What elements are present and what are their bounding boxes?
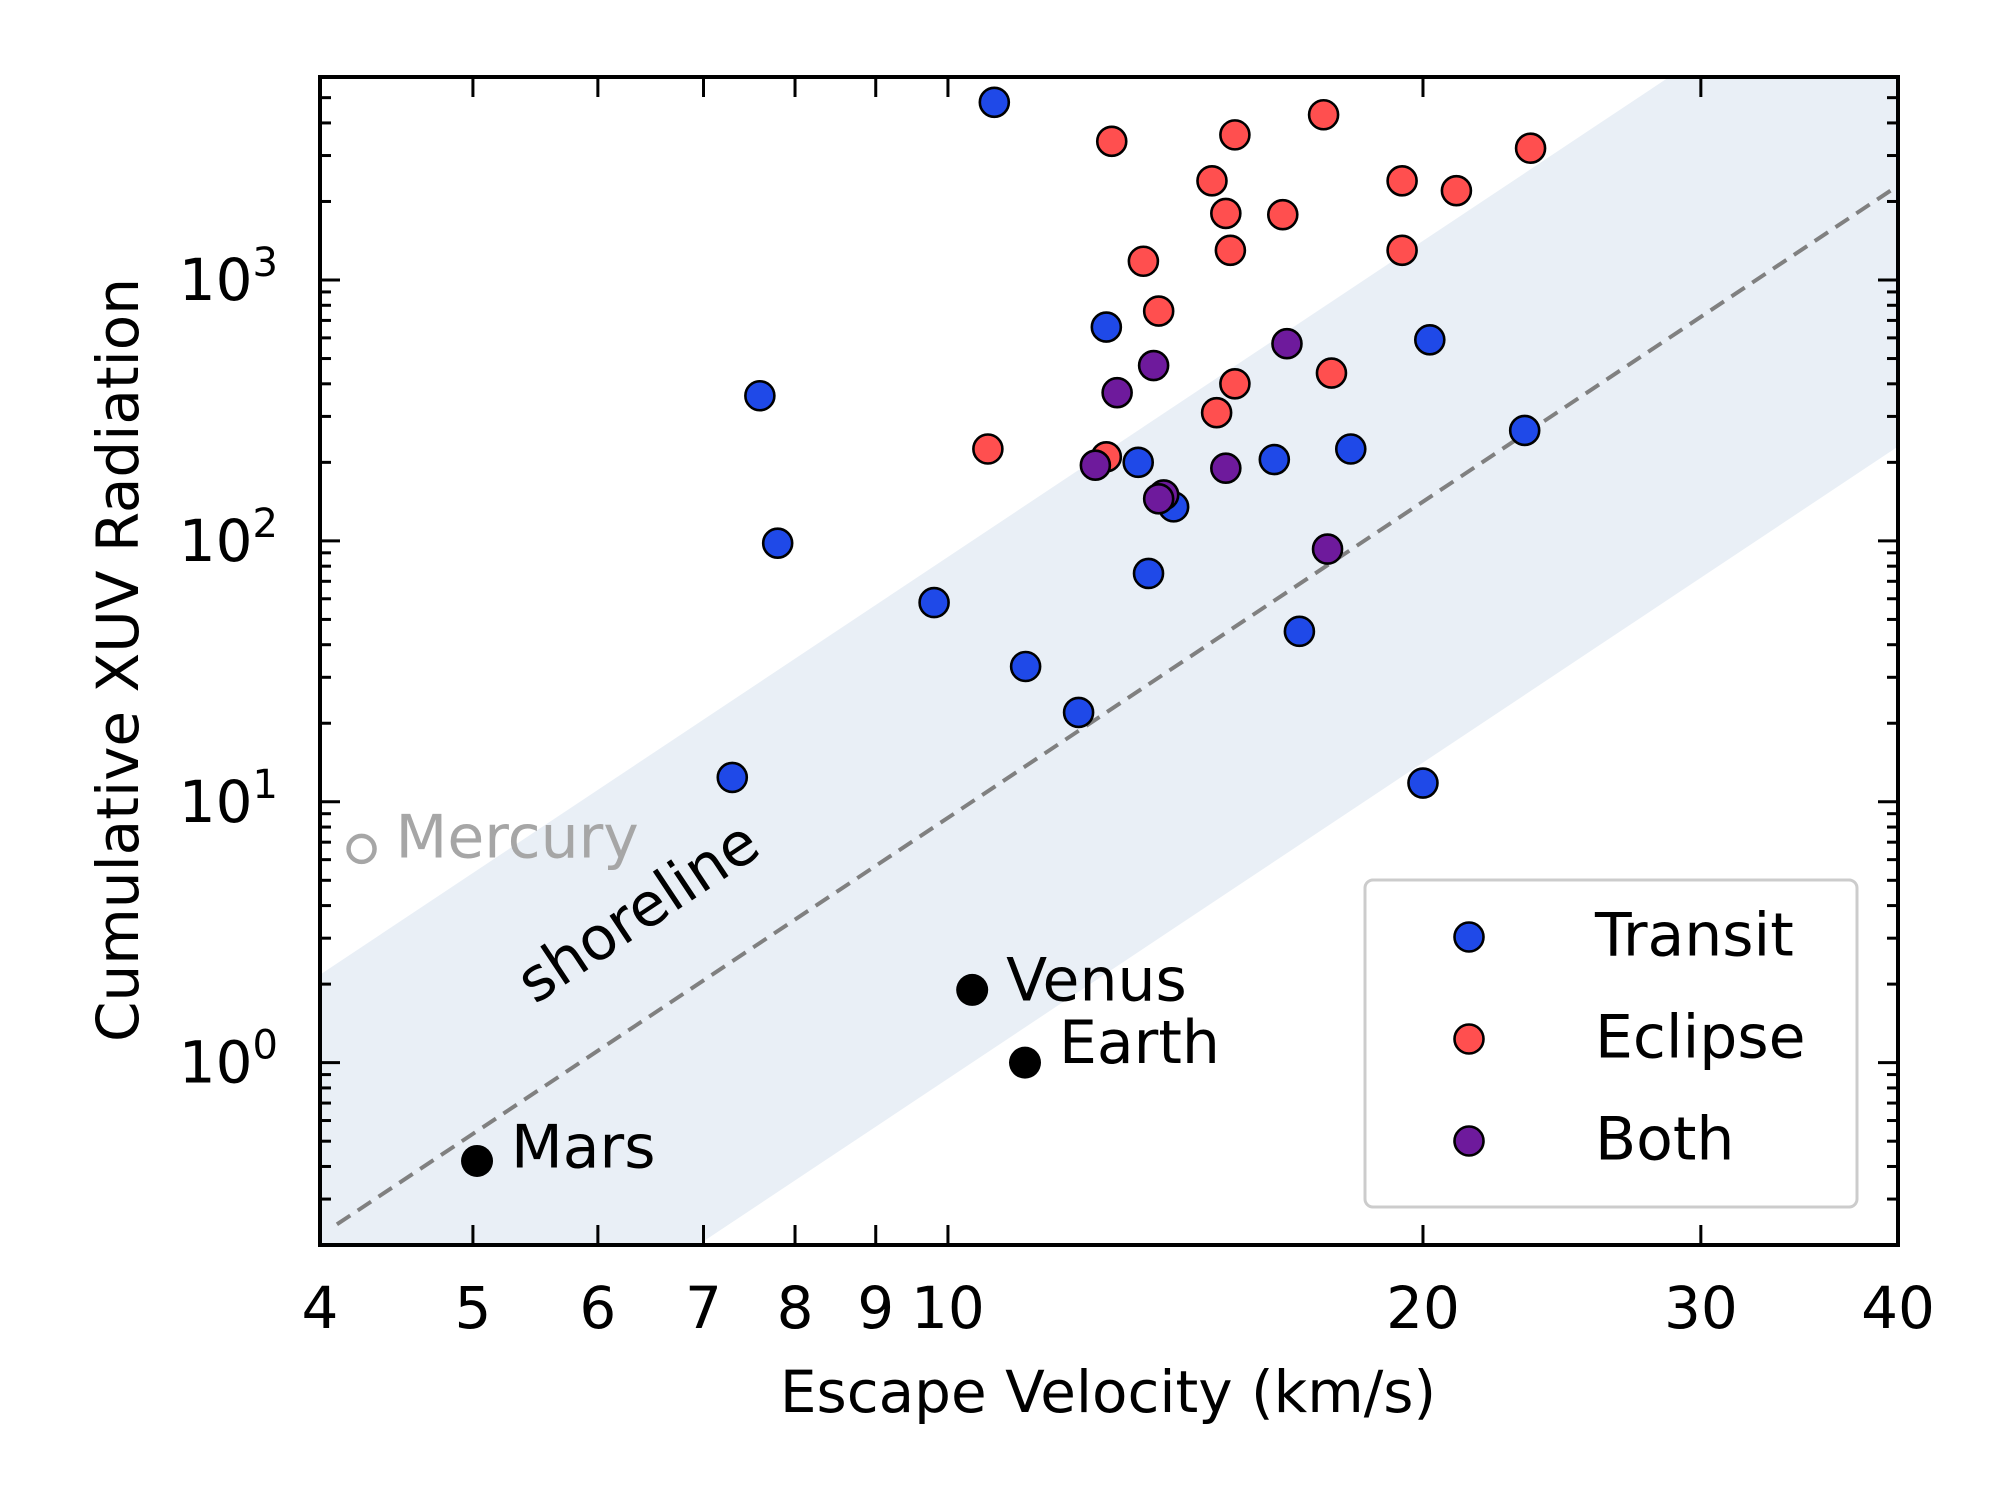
x-tick-label: 20 [1386,1274,1460,1342]
data-point-eclipse [972,433,1004,465]
data-point-transit [1122,446,1155,479]
data-point-transit [1334,433,1367,465]
data-point-eclipse [1440,174,1473,207]
shoreline-line [335,183,1898,1227]
y-tick-label: 101 [179,762,278,836]
data-point-transit [1413,323,1446,356]
legend-marker-transit [1453,921,1485,953]
legend-entries: Transit Eclipse Both [1453,901,1806,1175]
data-point-both [1101,376,1133,409]
data-point-eclipse [1219,368,1251,400]
data-point-transit [716,761,749,794]
legend-marker-eclipse [1453,1023,1485,1055]
data-point-both [1311,533,1344,565]
data-point-both [1271,327,1303,360]
data-point-eclipse [1386,165,1418,197]
mercury-label: Mercury [396,802,639,872]
data-point-eclipse [1386,234,1418,267]
legend-label-eclipse: Eclipse [1595,1003,1806,1073]
x-tick-label: 8 [777,1274,814,1342]
legend-marker-both [1453,1125,1485,1157]
data-point-eclipse [1095,125,1128,158]
data-point-both [1137,349,1170,382]
data-point-transit [1062,696,1095,729]
earth-marker [1009,1046,1042,1079]
plot-frame [318,75,1900,1247]
data-point-both [1079,449,1112,482]
legend-box [1363,878,1859,1209]
data-point-eclipse [1307,98,1340,131]
data-point-transit [1283,615,1316,648]
x-tick-label: 40 [1861,1274,1935,1342]
y-axis-label: Cumulative XUV Radiation [84,278,152,1042]
y-tick-label: 100 [179,1023,278,1097]
plot-frame-layer [318,75,1900,1247]
y-tick-label: 102 [179,501,278,575]
data-points-layer [716,86,1547,799]
shoreline-band-layer [320,77,1898,1245]
data-point-transit [1090,311,1123,343]
data-point-eclipse [1210,197,1242,230]
data-point-eclipse [1315,357,1348,389]
x-tick-label: 30 [1664,1274,1738,1342]
data-point-both [1142,482,1175,515]
mercury-marker [346,833,377,865]
earth-label: Earth [1059,1008,1220,1078]
legend-label-both: Both [1595,1105,1734,1175]
data-point-transit [1258,443,1291,476]
venus-label: Venus [1006,946,1187,1016]
data-point-eclipse [1214,234,1247,267]
data-point-eclipse [1514,132,1547,165]
x-tick-label: 9 [857,1274,894,1342]
data-point-transit [978,86,1011,119]
venus-marker [956,973,989,1006]
data-point-eclipse [1200,396,1233,429]
mars-label: Mars [511,1113,655,1183]
data-point-transit [1009,650,1042,683]
data-point-transit [761,527,794,559]
x-tick-label: 10 [911,1274,985,1342]
y-tick-label: 103 [179,240,278,314]
x-tick-label: 5 [454,1274,491,1342]
x-tick-label: 7 [685,1274,722,1342]
x-tick-label: 4 [302,1274,339,1342]
data-point-eclipse [1219,119,1251,151]
legend-label-transit: Transit [1594,901,1794,971]
data-point-eclipse [1266,198,1299,231]
x-tick-label: 6 [579,1274,616,1342]
x-axis-label: Escape Velocity (km/s) [780,1358,1436,1426]
data-point-transit [1132,557,1165,590]
data-point-eclipse [1127,245,1160,278]
data-point-transit [744,379,776,412]
data-point-eclipse [1142,295,1175,327]
data-point-eclipse [1196,165,1228,197]
data-point-transit [1508,414,1541,447]
data-point-transit [918,586,950,619]
axis-ticks-layer [318,75,1900,1247]
tick-labels-layer: 4 5 6 7 8 9 10 20 30 40 100 101 102 103 [179,240,1935,1342]
shoreline-line-layer [335,183,1898,1227]
legend: Transit Eclipse Both [1363,878,1859,1209]
mars-marker [461,1144,494,1177]
data-point-transit [1407,767,1439,799]
shoreline-band [320,77,1898,1245]
data-point-both [1210,452,1242,484]
